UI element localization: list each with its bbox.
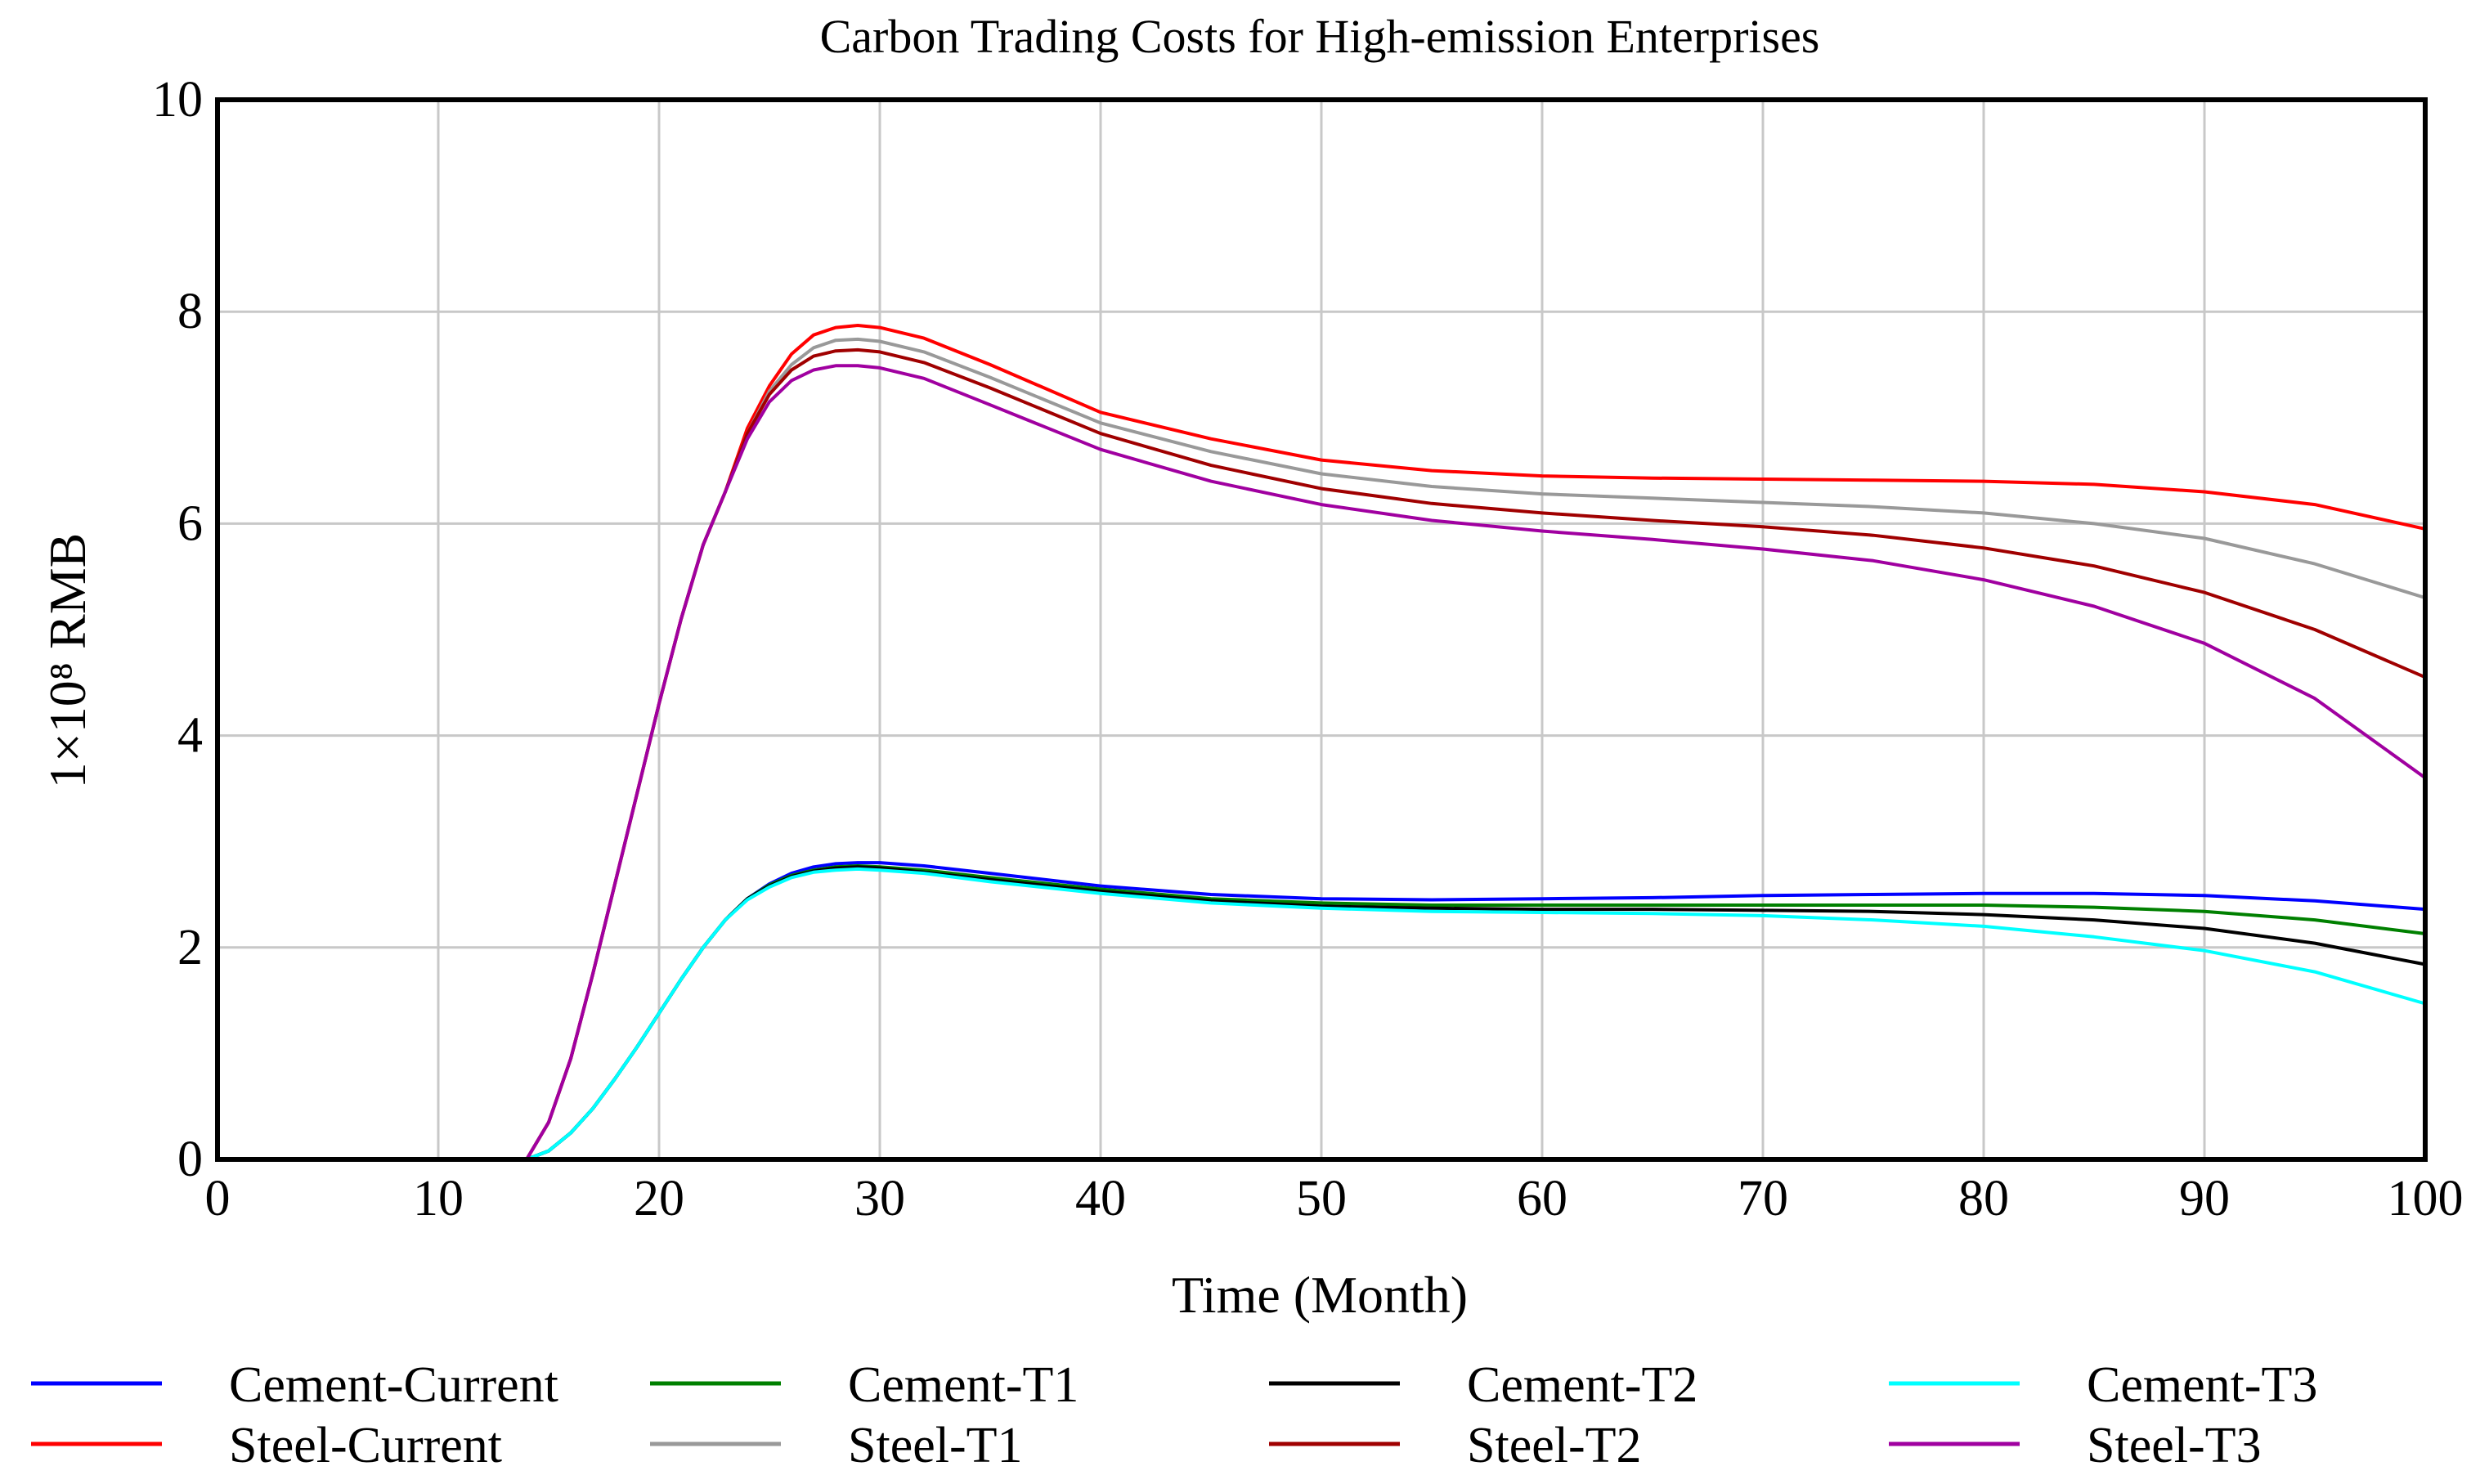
chart-title: Carbon Trading Costs for High-emission E… bbox=[820, 10, 1820, 63]
x-tick-label: 0 bbox=[205, 1171, 231, 1226]
x-tick-label: 100 bbox=[2388, 1171, 2464, 1226]
x-tick-label: 80 bbox=[1958, 1171, 2009, 1226]
series-line-steel-t3 bbox=[216, 364, 2427, 1161]
legend: Cement-Current Cement-T1 Cement-T2 Cement-T… bbox=[31, 1357, 2317, 1473]
y-axis-label: 1×10⁸ RMB bbox=[38, 533, 96, 789]
x-tick-label: 50 bbox=[1296, 1171, 1347, 1226]
y-tick-label: 2 bbox=[177, 920, 203, 975]
legend-label-steel-t2: Steel-T2 bbox=[1467, 1418, 1642, 1473]
x-axis-label: Time (Month) bbox=[1172, 1266, 1468, 1324]
x-tick-label: 60 bbox=[1517, 1171, 1567, 1226]
y-tick-label: 6 bbox=[177, 495, 203, 551]
plot-frame bbox=[215, 97, 2428, 1162]
legend-label-steel-t3: Steel-T3 bbox=[2087, 1418, 2262, 1473]
y-tick-label: 4 bbox=[177, 708, 203, 764]
legend-label-cement-t1: Cement-T1 bbox=[848, 1357, 1079, 1413]
y-tick-label: 0 bbox=[177, 1132, 203, 1187]
legend-label-cement-t2: Cement-T2 bbox=[1467, 1357, 1697, 1413]
x-tick-label: 10 bbox=[413, 1171, 464, 1226]
x-tick-label: 20 bbox=[634, 1171, 684, 1226]
x-tick-label: 90 bbox=[2179, 1171, 2230, 1226]
series-lines bbox=[216, 324, 2427, 1161]
y-tick-labels: 0 2 4 6 8 10 bbox=[152, 72, 203, 1187]
x-tick-labels: 0 10 20 30 40 50 60 70 80 90 100 bbox=[205, 1171, 2464, 1226]
legend-label-steel-current: Steel-Current bbox=[229, 1418, 502, 1473]
x-tick-label: 40 bbox=[1075, 1171, 1126, 1226]
y-tick-label: 8 bbox=[177, 284, 203, 339]
x-tick-label: 30 bbox=[854, 1171, 905, 1226]
legend-label-cement-current: Cement-Current bbox=[229, 1357, 558, 1413]
y-tick-label: 10 bbox=[152, 72, 203, 128]
series-line-cement-t3 bbox=[216, 867, 2427, 1161]
x-tick-label: 70 bbox=[1738, 1171, 1788, 1226]
grid bbox=[216, 98, 2427, 1161]
legend-label-cement-t3: Cement-T3 bbox=[2087, 1357, 2317, 1413]
legend-label-steel-t1: Steel-T1 bbox=[848, 1418, 1023, 1473]
